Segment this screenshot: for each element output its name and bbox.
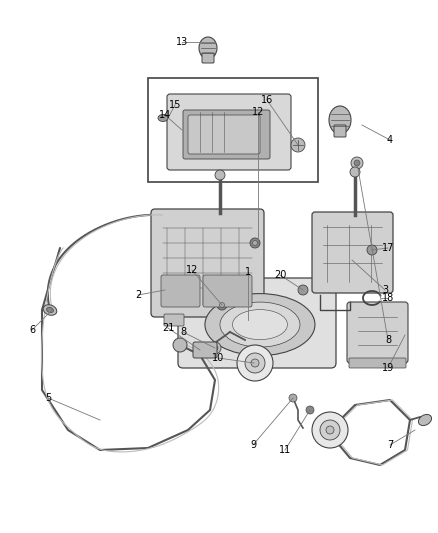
Text: 9: 9 — [250, 440, 256, 450]
Ellipse shape — [233, 310, 287, 340]
Circle shape — [212, 345, 218, 351]
FancyBboxPatch shape — [167, 94, 291, 170]
Text: 11: 11 — [279, 445, 291, 455]
Text: 20: 20 — [274, 270, 286, 280]
Circle shape — [173, 338, 187, 352]
Circle shape — [219, 303, 225, 308]
Bar — [148, 78, 318, 182]
Ellipse shape — [418, 415, 431, 425]
FancyBboxPatch shape — [202, 53, 214, 63]
FancyBboxPatch shape — [347, 302, 408, 363]
Circle shape — [217, 300, 227, 310]
Circle shape — [251, 359, 259, 367]
FancyBboxPatch shape — [334, 125, 346, 137]
Text: 12: 12 — [252, 107, 264, 117]
FancyBboxPatch shape — [203, 275, 252, 307]
Circle shape — [289, 394, 297, 402]
FancyBboxPatch shape — [183, 110, 270, 159]
FancyBboxPatch shape — [312, 212, 393, 293]
Text: 19: 19 — [382, 363, 394, 373]
Circle shape — [209, 342, 221, 354]
Circle shape — [354, 160, 360, 166]
Circle shape — [252, 240, 258, 246]
Circle shape — [298, 285, 308, 295]
FancyBboxPatch shape — [161, 275, 200, 307]
Text: 18: 18 — [382, 293, 394, 303]
Circle shape — [245, 353, 265, 373]
Ellipse shape — [158, 115, 168, 122]
Ellipse shape — [220, 302, 300, 347]
Circle shape — [350, 167, 360, 177]
Text: 8: 8 — [385, 335, 391, 345]
Text: 21: 21 — [162, 323, 174, 333]
FancyBboxPatch shape — [164, 314, 184, 326]
Text: 4: 4 — [387, 135, 393, 145]
Text: 5: 5 — [45, 393, 51, 403]
Text: 2: 2 — [135, 290, 141, 300]
Circle shape — [237, 345, 273, 381]
Ellipse shape — [46, 308, 53, 313]
Circle shape — [312, 412, 348, 448]
Text: 6: 6 — [29, 325, 35, 335]
Text: 16: 16 — [261, 95, 273, 105]
Text: 14: 14 — [159, 110, 171, 120]
Text: 15: 15 — [169, 100, 181, 110]
Ellipse shape — [43, 305, 57, 316]
Ellipse shape — [205, 294, 315, 356]
FancyBboxPatch shape — [178, 278, 336, 368]
FancyBboxPatch shape — [151, 209, 264, 317]
Text: 10: 10 — [212, 353, 224, 363]
Text: 3: 3 — [382, 285, 388, 295]
Circle shape — [291, 138, 305, 152]
FancyBboxPatch shape — [193, 342, 217, 358]
Circle shape — [326, 426, 334, 434]
Text: 17: 17 — [382, 243, 394, 253]
FancyBboxPatch shape — [349, 358, 406, 368]
Circle shape — [367, 245, 377, 255]
FancyBboxPatch shape — [239, 314, 259, 326]
Ellipse shape — [329, 106, 351, 134]
Circle shape — [351, 157, 363, 169]
Circle shape — [320, 420, 340, 440]
Text: 8: 8 — [180, 327, 186, 337]
Circle shape — [215, 170, 225, 180]
Text: 12: 12 — [186, 265, 198, 275]
Circle shape — [250, 238, 260, 248]
Text: 13: 13 — [176, 37, 188, 47]
Text: 1: 1 — [245, 267, 251, 277]
FancyBboxPatch shape — [188, 115, 260, 154]
Ellipse shape — [199, 37, 217, 59]
Text: 7: 7 — [387, 440, 393, 450]
Circle shape — [306, 406, 314, 414]
